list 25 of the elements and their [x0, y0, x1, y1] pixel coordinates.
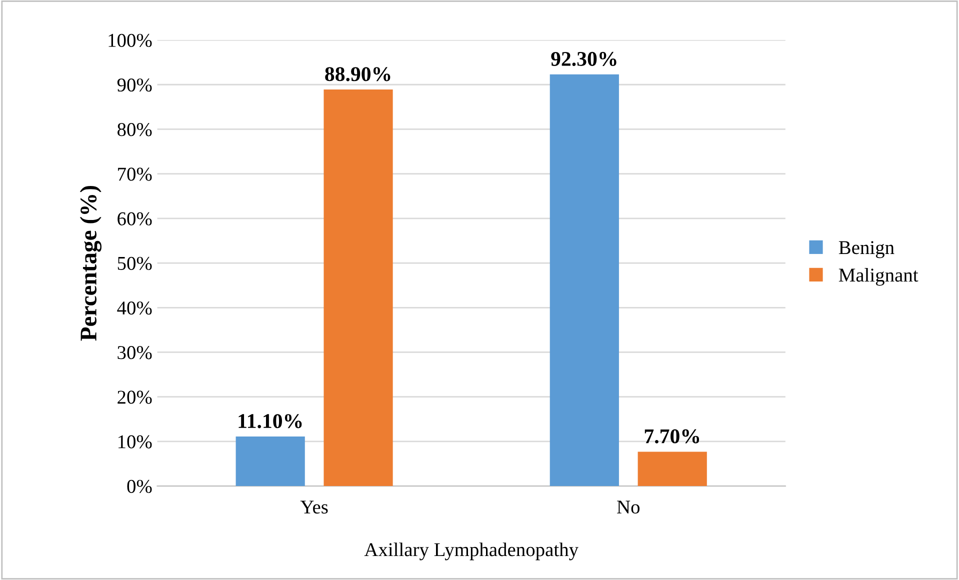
data-label: 11.10% — [238, 414, 302, 428]
data-label: 7.70% — [644, 429, 700, 444]
y-tick-label: 70% — [118, 168, 152, 181]
bar — [550, 74, 619, 486]
x-tick-label: Yes — [300, 500, 328, 514]
bar — [324, 90, 393, 486]
y-tick-label: 90% — [117, 78, 152, 92]
x-tick-label: No — [617, 500, 640, 514]
y-tick-label: 0% — [127, 480, 152, 494]
x-axis-title: Axillary Lymphadenopathy — [364, 542, 578, 560]
legend-label: Malignant — [838, 268, 918, 286]
y-tick-label: 60% — [118, 212, 152, 226]
y-tick-label: 80% — [118, 123, 152, 136]
y-tick-label: 10% — [118, 435, 152, 448]
y-tick-label: 20% — [118, 390, 152, 404]
data-label: 92.30% — [551, 52, 616, 66]
y-tick-label: 100% — [108, 34, 152, 48]
y-tick-label: 50% — [118, 256, 152, 270]
bar — [236, 436, 305, 486]
y-tick-label: 30% — [118, 346, 152, 360]
bar — [638, 452, 707, 486]
y-tick-label: 40% — [117, 301, 152, 315]
y-axis-title: Percentage (%) — [80, 186, 102, 341]
data-label: 88.90% — [325, 67, 390, 82]
legend-label: Benign — [838, 241, 894, 258]
